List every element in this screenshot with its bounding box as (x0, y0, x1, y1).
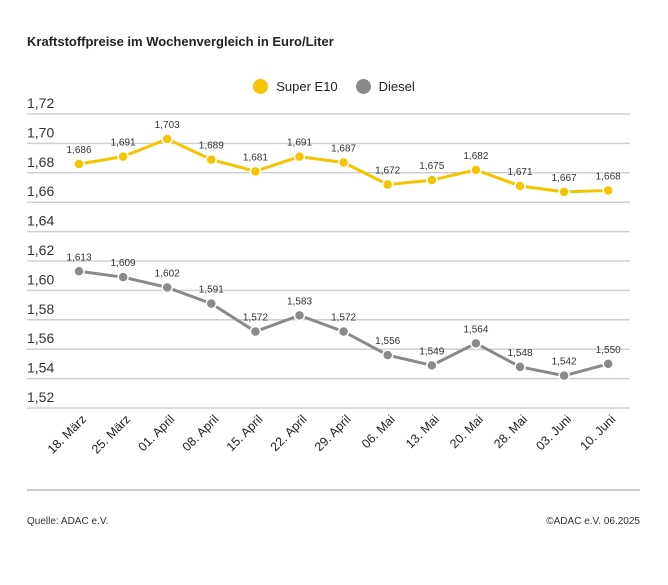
data-point (558, 369, 570, 382)
data-label: 1,572 (243, 313, 268, 324)
data-label: 1,542 (552, 357, 577, 368)
data-label: 1,549 (419, 346, 444, 357)
data-point (205, 297, 218, 310)
data-point (337, 325, 350, 338)
x-tick-label: 25. März (89, 412, 133, 456)
data-label: 1,548 (507, 348, 532, 359)
data-label: 1,689 (199, 141, 224, 152)
x-tick-label: 06. Mai (359, 412, 398, 451)
data-label: 1,556 (375, 336, 400, 347)
legend-item-diesel: Diesel (355, 79, 415, 94)
copyright-note: ©ADAC e.V. 06.2025 (546, 516, 640, 527)
x-tick-label: 29. April (312, 412, 354, 454)
legend-label: Diesel (378, 79, 415, 94)
data-label: 1,591 (199, 285, 224, 296)
data-label: 1,691 (111, 138, 136, 149)
data-label: 1,681 (243, 152, 268, 163)
x-tick-label: 10. Juni (577, 412, 618, 453)
y-tick-label: 1,64 (27, 213, 54, 229)
data-label: 1,691 (287, 138, 312, 149)
y-tick-label: 1,72 (27, 95, 54, 111)
data-point (558, 186, 570, 198)
legend: Super E10 Diesel (0, 79, 668, 94)
data-label: 1,703 (155, 120, 180, 131)
data-point (381, 349, 394, 361)
data-point (117, 271, 129, 283)
legend-label: Super E10 (276, 79, 338, 94)
legend-dot-icon (253, 79, 269, 94)
data-point (293, 150, 306, 163)
data-label: 1,564 (463, 324, 488, 335)
data-point (161, 133, 173, 145)
data-label: 1,672 (375, 166, 400, 177)
x-tick-label: 03. Juni (533, 412, 574, 453)
data-label: 1,602 (155, 268, 180, 279)
data-label: 1,583 (287, 296, 312, 307)
legend-item-super-e10: Super E10 (253, 79, 338, 94)
y-tick-label: 1,52 (27, 389, 54, 405)
data-point (426, 174, 438, 186)
data-label: 1,682 (463, 151, 488, 162)
data-label: 1,609 (111, 258, 136, 269)
x-tick-label: 13. Mai (403, 412, 442, 451)
data-point (470, 337, 482, 350)
data-label: 1,572 (331, 313, 356, 324)
chart-title: Kraftstoffpreise im Wochenvergleich in E… (27, 34, 334, 49)
legend-dot-icon (355, 79, 371, 94)
x-tick-label: 08. April (180, 412, 222, 454)
data-point (602, 358, 614, 370)
data-point (470, 164, 482, 176)
data-point (249, 325, 262, 338)
y-tick-label: 1,66 (27, 183, 54, 199)
data-label: 1,671 (507, 167, 532, 178)
x-tick-label: 15. April (224, 412, 266, 454)
data-point (117, 150, 129, 163)
data-label: 1,686 (66, 145, 91, 156)
y-tick-label: 1,68 (27, 154, 54, 170)
data-label: 1,613 (66, 252, 91, 263)
data-point (73, 265, 85, 278)
data-label: 1,667 (552, 173, 577, 184)
x-tick-label: 18. März (45, 412, 89, 456)
y-tick-label: 1,58 (27, 301, 54, 317)
data-point (602, 184, 614, 197)
y-tick-label: 1,62 (27, 242, 54, 258)
data-point (73, 158, 85, 170)
data-point (381, 178, 394, 191)
y-tick-label: 1,56 (27, 330, 54, 346)
data-point (161, 281, 173, 294)
data-point (293, 309, 306, 322)
data-point (205, 153, 218, 166)
data-label: 1,550 (596, 345, 621, 356)
y-tick-label: 1,54 (27, 360, 54, 376)
data-point (249, 165, 262, 178)
data-point (337, 156, 350, 169)
x-tick-label: 20. Mai (447, 412, 486, 451)
data-label: 1,668 (596, 171, 621, 182)
data-point (514, 361, 526, 373)
y-tick-label: 1,60 (27, 271, 54, 287)
divider (27, 489, 640, 491)
data-label: 1,687 (331, 144, 356, 155)
x-tick-label: 22. April (268, 412, 310, 454)
data-point (514, 180, 526, 192)
data-point (426, 359, 438, 372)
x-tick-label: 28. Mai (491, 412, 530, 451)
source-note: Quelle: ADAC e.V. (27, 516, 109, 527)
data-label: 1,675 (419, 161, 444, 172)
x-tick-label: 01. April (135, 412, 177, 454)
y-tick-label: 1,70 (27, 124, 54, 140)
